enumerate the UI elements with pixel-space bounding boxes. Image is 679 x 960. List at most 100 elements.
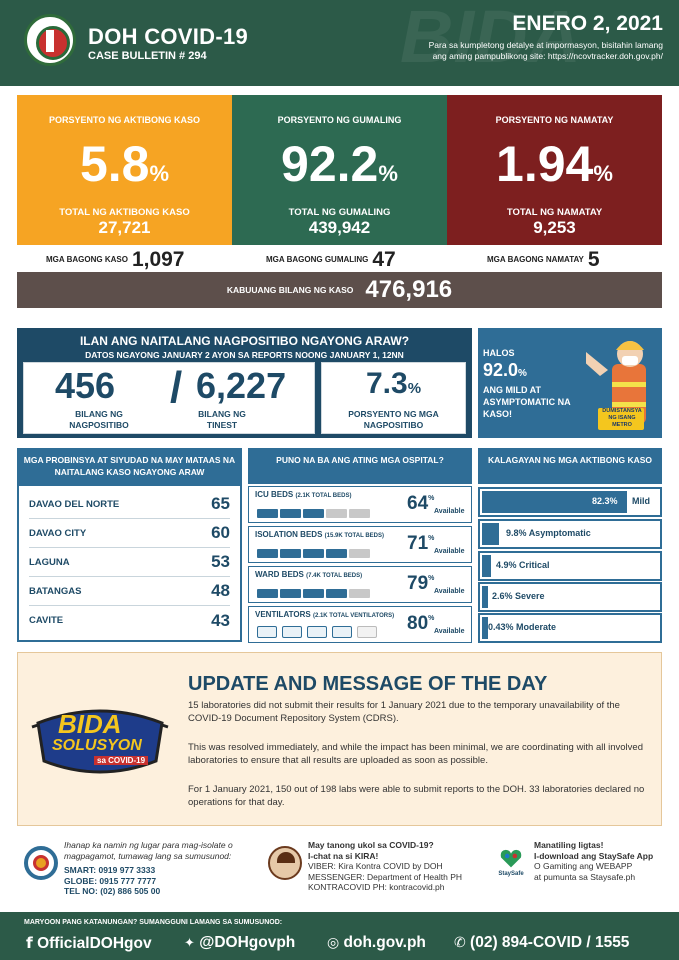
hospitals-title: PUNO NA BA ANG ATING MGA OSPITAL? (248, 448, 472, 484)
card-total-label: TOTAL NG NAMATAY (506, 207, 603, 218)
tested-label: BILANG NG TINEST (198, 409, 246, 430)
update-paragraph-2: This was resolved immediately, and while… (188, 742, 643, 766)
status-fill (482, 523, 499, 545)
bed-icon (349, 589, 370, 598)
bed-icon (326, 589, 347, 598)
status-severe: 2.6% Severe (478, 582, 662, 612)
status-asymptomatic: 9.8% Asymptomatic (478, 519, 662, 549)
update-paragraph-3: For 1 January 2021, 150 out of 198 labs … (188, 784, 645, 808)
bed-icon (257, 549, 278, 558)
positivity-rate-box: 7.3% PORSYENTO NG MGA NAGPOSITIBO (321, 362, 466, 434)
card-total-value: 27,721 (98, 218, 151, 237)
halos-prefix: HALOS (483, 348, 515, 358)
ventilator-icon (307, 626, 327, 638)
bed-icon (280, 549, 301, 558)
halos-value: 92.0% (483, 360, 527, 380)
available-label: Available (434, 548, 465, 555)
positive-count: 456 (55, 365, 116, 406)
solusyon-word: SOLUSYON (52, 737, 142, 754)
positivity-rate-label: PORSYENTO NG MGA NAGPOSITIBO (348, 409, 439, 430)
update-paragraph-1: 15 laboratories did not submit their res… (188, 700, 620, 724)
positive-label: BILANG NG NAGPOSITIBO (69, 409, 129, 430)
ventilator-icon (257, 626, 277, 638)
bed-icon (303, 509, 324, 518)
card-deaths: PORSYENTO NG NAMATAY 1.94% TOTAL NG NAMA… (447, 95, 662, 245)
status-moderate: 0.43% Moderate (478, 613, 662, 643)
bed-icons (257, 545, 372, 563)
staysafe-logo-icon: StaySafe (494, 846, 528, 880)
website-link[interactable]: ◎ doh.gov.ph (327, 934, 426, 951)
card-label: PORSYENTO NG AKTIBONG KASO (48, 115, 200, 125)
hotline-text: Ihanap ka namin ng lugar para mag-isolat… (64, 840, 233, 861)
update-panel: BIDA SOLUSYON sa COVID-19 UPDATE AND MES… (17, 652, 662, 826)
globe-number: GLOBE: 0915 777 7777 (64, 875, 157, 886)
card-total-label: TOTAL NG GUMALING (288, 207, 391, 218)
globe-icon: ◎ (327, 935, 340, 951)
ventilator-icon (357, 626, 377, 638)
positivity-rate: 7.3% (365, 367, 422, 400)
distance-sign: DUMISTANSYA NG ISANG METRO (602, 408, 642, 428)
bed-icons (257, 585, 372, 603)
row-label: ISOLATION BEDS (15.9K TOTAL BEDS) (255, 530, 384, 539)
kira-question: May tanong ukol sa COVID-19? (308, 840, 434, 850)
status-text: 2.6% Severe (492, 591, 545, 601)
phone-icon: ✆ (454, 935, 466, 951)
staysafe-line-2: I-download ang StaySafe App (534, 850, 654, 861)
available-pct: 71% (407, 533, 435, 554)
status-mild: 82.3% Mild (478, 487, 662, 517)
card-total-label: TOTAL NG AKTIBONG KASO (59, 207, 190, 218)
list-item: DAVAO CITY 60 (29, 519, 230, 548)
phone-link[interactable]: ✆ (02) 894-COVID / 1555 (454, 934, 630, 951)
facebook-link[interactable]: f OfficialDOHgov (26, 934, 152, 952)
ventilator-icons (257, 625, 382, 643)
header-watermark: BIDA (400, 0, 581, 78)
staysafe-line-1: Manatiling ligtas! (534, 840, 604, 850)
bed-icon (349, 549, 370, 558)
row-label: WARD BEDS (7.4K TOTAL BEDS) (255, 570, 363, 579)
new-cases: MGA BAGONG KASO 1,097 (46, 248, 185, 271)
bed-icon (280, 509, 301, 518)
status-fill (482, 491, 627, 513)
card-value: 5.8% (79, 136, 170, 192)
provinces-list: DAVAO DEL NORTE 65 DAVAO CITY 60 LAGUNA 53 … (17, 484, 242, 642)
kira-kontra: KONTRACOVID PH: kontracovid.ph (308, 882, 445, 892)
new-recovered: MGA BAGONG GUMALING 47 (266, 248, 396, 271)
total-cases-label: KABUUANG BILANG NG KASO (226, 285, 354, 295)
kira-avatar (268, 846, 302, 880)
provinces-title: MGA PROBINSYA AT SIYUDAD NA MAY MATAAS N… (17, 448, 242, 484)
status-text: 9.8% Asymptomatic (506, 528, 591, 538)
staysafe-line-3: O Gamiting ang WEBAPP (534, 861, 633, 871)
ventilator-icon (332, 626, 352, 638)
status-critical: 4.9% Critical (478, 551, 662, 581)
halos-panel: HALOS 92.0% ANG MILD AT ASYMPTOMATIC NA … (478, 328, 662, 438)
bulletin-number: CASE BULLETIN # 294 (88, 50, 207, 62)
twitter-link[interactable]: ✦ @DOHgovph (184, 934, 296, 951)
status-fill (482, 555, 491, 577)
card-active: PORSYENTO NG AKTIBONG KASO 5.8% TOTAL NG… (17, 95, 232, 245)
kira-info: May tanong ukol sa COVID-19? I-chat na s… (308, 840, 508, 893)
update-title: UPDATE AND MESSAGE OF THE DAY (188, 673, 548, 695)
available-pct: 64% (407, 493, 435, 514)
one-hospital-logo-icon (24, 846, 58, 880)
bed-icon (303, 589, 324, 598)
list-item: CAVITE 43 (29, 610, 230, 630)
list-item: BATANGAS 48 (29, 577, 230, 606)
ventilator-icon (282, 626, 302, 638)
footer-question: MARYOON PANG KATANUNGAN? SUMANGGUNI LAMA… (24, 919, 283, 926)
isolation-beds-row: ISOLATION BEDS (15.9K TOTAL BEDS) 71% Av… (248, 526, 472, 563)
ventilators-row: VENTILATORS (2.1K TOTAL VENTILATORS) 80%… (248, 606, 472, 643)
status-fill (482, 586, 488, 608)
card-label: PORSYENTO NG GUMALING (277, 115, 402, 125)
available-label: Available (434, 628, 465, 635)
positivity-title: ILAN ANG NAITALANG NAGPOSITIBO NGAYONG A… (79, 334, 410, 348)
kira-messenger: MESSENGER: Department of Health PH (308, 871, 463, 882)
available-pct: 80% (407, 613, 435, 634)
status-text: 0.43% Moderate (488, 622, 557, 632)
status-pct: 82.3% (592, 496, 618, 506)
staysafe-logo-text: StaySafe (498, 871, 524, 877)
hospital-capacity: ICU BEDS (2.1K TOTAL BEDS) 64% Available… (248, 486, 472, 643)
site-note: Para sa kumpletong detalye at impormasyo… (428, 40, 663, 61)
total-cases-value: 476,916 (365, 276, 453, 303)
available-pct: 79% (407, 573, 435, 594)
bed-icon (326, 509, 347, 518)
